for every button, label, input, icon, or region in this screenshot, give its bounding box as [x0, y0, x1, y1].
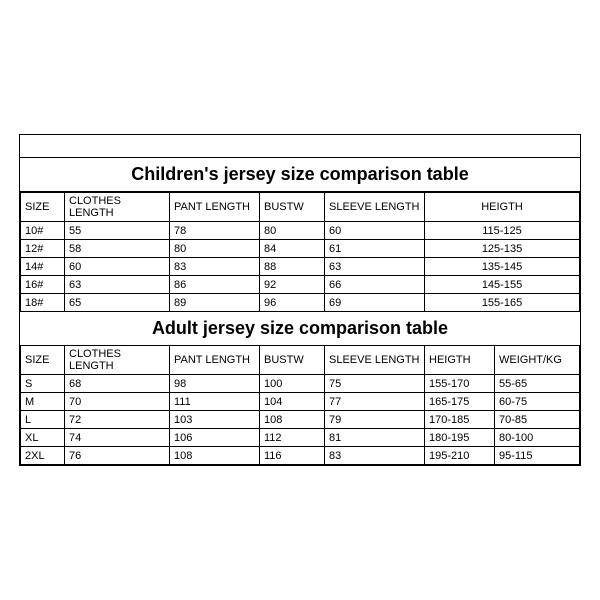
table-cell: 77 — [325, 393, 425, 411]
table-cell: 80-100 — [495, 429, 580, 447]
table-cell: 18# — [21, 294, 65, 312]
table-cell: 111 — [170, 393, 260, 411]
table-cell: 58 — [65, 240, 170, 258]
table-row: 14#60838863135-145 — [21, 258, 580, 276]
table-cell: 76 — [65, 447, 170, 465]
table-cell: 55-65 — [495, 375, 580, 393]
table-cell: 108 — [170, 447, 260, 465]
adult-table: SIZECLOTHES LENGTHPANT LENGTHBUSTWSLEEVE… — [20, 345, 580, 465]
adult-header-cell: BUSTW — [260, 346, 325, 375]
table-cell: 74 — [65, 429, 170, 447]
table-cell: 2XL — [21, 447, 65, 465]
table-cell: 170-185 — [425, 411, 495, 429]
table-cell: 103 — [170, 411, 260, 429]
table-cell: M — [21, 393, 65, 411]
table-cell: 92 — [260, 276, 325, 294]
table-cell: 63 — [325, 258, 425, 276]
table-cell: 68 — [65, 375, 170, 393]
children-table: SIZECLOTHES LENGTHPANT LENGTHBUSTWSLEEVE… — [20, 192, 580, 312]
table-cell: 104 — [260, 393, 325, 411]
table-cell: 79 — [325, 411, 425, 429]
table-row: 10#55788060115-125 — [21, 222, 580, 240]
table-cell: 155-170 — [425, 375, 495, 393]
table-cell: 106 — [170, 429, 260, 447]
table-cell: 60 — [65, 258, 170, 276]
table-cell: 116 — [260, 447, 325, 465]
adult-header-row: SIZECLOTHES LENGTHPANT LENGTHBUSTWSLEEVE… — [21, 346, 580, 375]
table-cell: 70-85 — [495, 411, 580, 429]
table-cell: 100 — [260, 375, 325, 393]
table-cell: 55 — [65, 222, 170, 240]
adult-title: Adult jersey size comparison table — [20, 312, 580, 345]
children-header-row: SIZECLOTHES LENGTHPANT LENGTHBUSTWSLEEVE… — [21, 193, 580, 222]
table-row: M7011110477165-17560-75 — [21, 393, 580, 411]
table-cell: 80 — [170, 240, 260, 258]
table-cell: XL — [21, 429, 65, 447]
adult-header-cell: PANT LENGTH — [170, 346, 260, 375]
table-cell: 135-145 — [425, 258, 580, 276]
table-row: XL7410611281180-19580-100 — [21, 429, 580, 447]
adult-header-cell: HEIGTH — [425, 346, 495, 375]
table-cell: 86 — [170, 276, 260, 294]
table-row: S689810075155-17055-65 — [21, 375, 580, 393]
table-cell: 155-165 — [425, 294, 580, 312]
adult-header-cell: SIZE — [21, 346, 65, 375]
table-cell: 125-135 — [425, 240, 580, 258]
table-row: 16#63869266145-155 — [21, 276, 580, 294]
table-cell: 60 — [325, 222, 425, 240]
table-cell: 115-125 — [425, 222, 580, 240]
adult-header-cell: CLOTHES LENGTH — [65, 346, 170, 375]
table-cell: 80 — [260, 222, 325, 240]
table-cell: 112 — [260, 429, 325, 447]
table-cell: 10# — [21, 222, 65, 240]
table-row: 18#65899669155-165 — [21, 294, 580, 312]
table-cell: 88 — [260, 258, 325, 276]
table-cell: 63 — [65, 276, 170, 294]
table-cell: S — [21, 375, 65, 393]
table-cell: 195-210 — [425, 447, 495, 465]
children-header-cell: CLOTHES LENGTH — [65, 193, 170, 222]
table-cell: 96 — [260, 294, 325, 312]
table-cell: 69 — [325, 294, 425, 312]
table-cell: 70 — [65, 393, 170, 411]
table-cell: 66 — [325, 276, 425, 294]
table-cell: 89 — [170, 294, 260, 312]
table-cell: 145-155 — [425, 276, 580, 294]
children-header-cell: SIZE — [21, 193, 65, 222]
table-cell: 83 — [170, 258, 260, 276]
table-cell: 180-195 — [425, 429, 495, 447]
table-cell: 84 — [260, 240, 325, 258]
table-cell: 78 — [170, 222, 260, 240]
table-cell: 81 — [325, 429, 425, 447]
children-header-cell: BUSTW — [260, 193, 325, 222]
adult-header-cell: WEIGHT/KG — [495, 346, 580, 375]
table-row: 12#58808461125-135 — [21, 240, 580, 258]
table-cell: 108 — [260, 411, 325, 429]
table-cell: 75 — [325, 375, 425, 393]
blank-row — [20, 135, 580, 158]
children-header-cell: HEIGTH — [425, 193, 580, 222]
table-cell: 60-75 — [495, 393, 580, 411]
table-cell: 65 — [65, 294, 170, 312]
children-title: Children's jersey size comparison table — [20, 158, 580, 192]
children-header-cell: SLEEVE LENGTH — [325, 193, 425, 222]
table-row: 2XL7610811683195-21095-115 — [21, 447, 580, 465]
table-cell: 95-115 — [495, 447, 580, 465]
table-row: L7210310879170-18570-85 — [21, 411, 580, 429]
adult-header-cell: SLEEVE LENGTH — [325, 346, 425, 375]
table-cell: 16# — [21, 276, 65, 294]
table-cell: 83 — [325, 447, 425, 465]
table-cell: L — [21, 411, 65, 429]
table-cell: 12# — [21, 240, 65, 258]
table-cell: 98 — [170, 375, 260, 393]
table-cell: 72 — [65, 411, 170, 429]
table-cell: 14# — [21, 258, 65, 276]
table-cell: 61 — [325, 240, 425, 258]
size-chart-container: Children's jersey size comparison table … — [19, 134, 581, 466]
table-cell: 165-175 — [425, 393, 495, 411]
children-header-cell: PANT LENGTH — [170, 193, 260, 222]
